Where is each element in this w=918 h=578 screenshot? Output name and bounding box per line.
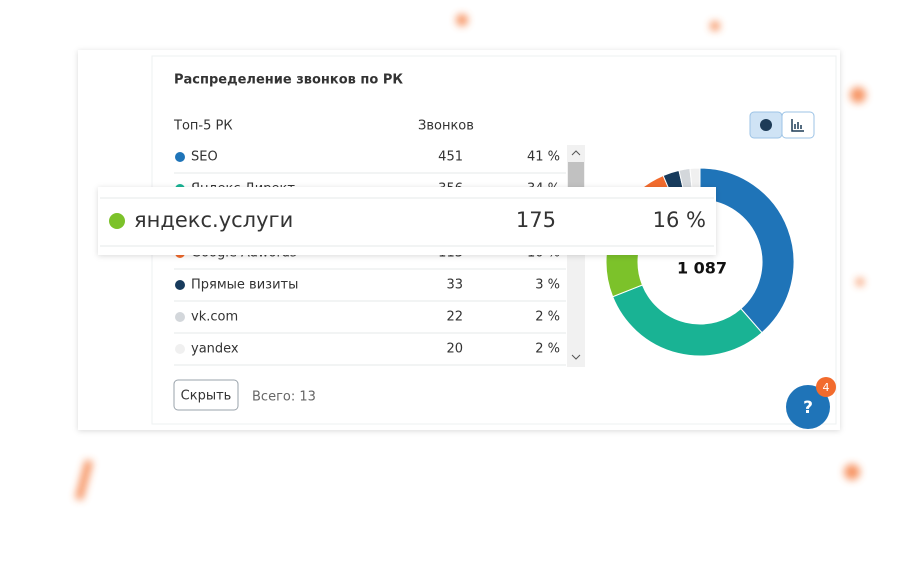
legend-dot	[175, 312, 185, 322]
row-calls: 20	[446, 342, 463, 357]
row-name: vk.com	[191, 310, 238, 325]
icon	[791, 119, 804, 132]
scroll-down[interactable]	[571, 354, 581, 360]
legend-dot	[175, 344, 185, 354]
row-name: яндекс.услуги	[134, 208, 293, 232]
row-share: 3 %	[535, 278, 560, 293]
legend-dot	[175, 280, 185, 290]
donut-segment	[699, 167, 795, 334]
row-name: yandex	[191, 342, 239, 357]
row-name: SEO	[191, 150, 218, 165]
row-calls: 175	[516, 208, 556, 232]
row-share: 16 %	[653, 208, 706, 232]
help-button[interactable]	[786, 385, 830, 429]
legend-dot	[109, 213, 125, 229]
legend-dot	[175, 152, 185, 162]
title: Распределение звонков по РК	[174, 73, 403, 88]
row-calls: 33	[446, 278, 463, 293]
row-share: 2 %	[535, 310, 560, 325]
view-toggle	[749, 111, 815, 139]
highlight-row: яндекс.услуги 175 16 %	[98, 187, 716, 255]
scroll-up[interactable]	[571, 150, 581, 156]
hide-button[interactable]	[173, 379, 239, 411]
count-label: Всего: 13	[252, 390, 316, 405]
row-name: Прямые визиты	[191, 278, 298, 293]
total: 1 087	[677, 259, 727, 278]
row-calls: 22	[446, 310, 463, 325]
help-badge-count: 4	[823, 381, 830, 394]
backdrop	[74, 14, 866, 501]
hide-button-label[interactable]: Скрыть	[181, 389, 232, 404]
row-share: 2 %	[535, 342, 560, 357]
icon	[760, 119, 772, 131]
column-header: Звонков	[418, 119, 474, 134]
row-share: 41 %	[527, 150, 560, 165]
help-badge	[816, 377, 836, 397]
row-calls: 451	[438, 150, 463, 165]
help-icon[interactable]: ?	[803, 398, 813, 418]
column-header: Топ-5 РК	[173, 119, 233, 134]
